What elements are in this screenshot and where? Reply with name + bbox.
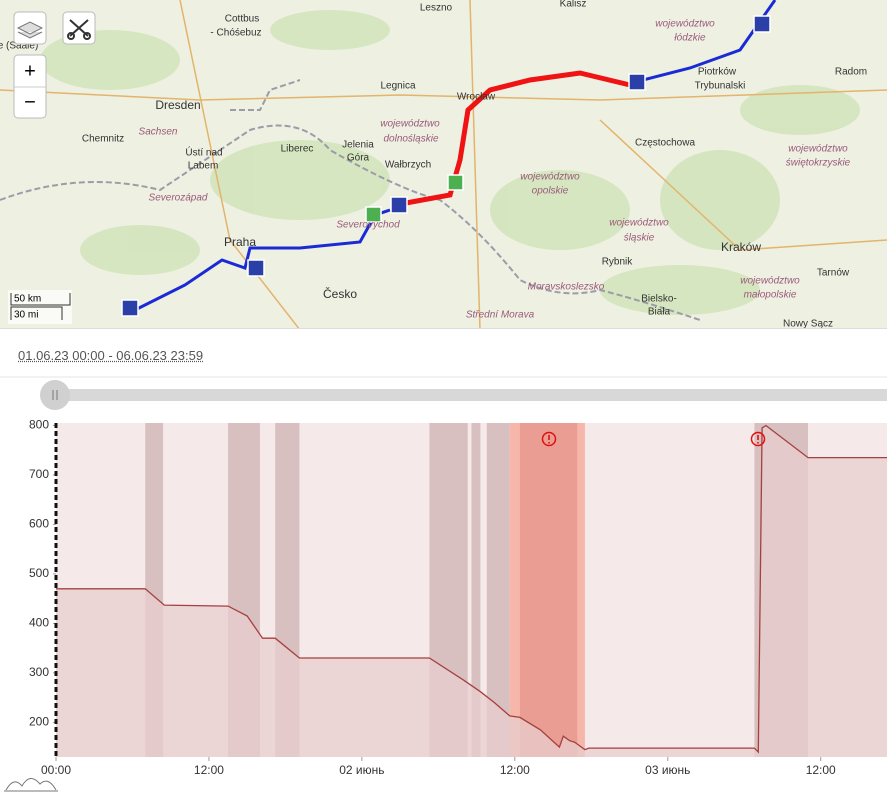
map-label: Severovýchod (336, 220, 400, 231)
y-tick-label: 800 (29, 418, 49, 432)
map-label: Česko (323, 286, 357, 301)
fuel-icons (365, 174, 464, 223)
map-label: Legnica (380, 81, 415, 92)
map-label: województwo (740, 276, 800, 287)
map-label: Severozápad (149, 193, 208, 204)
map-label: Częstochowa (635, 138, 695, 149)
forest (40, 10, 860, 315)
map-label: Kalisz (560, 0, 587, 10)
alert-circle (541, 431, 557, 447)
map-label: opolskie (532, 186, 569, 197)
period-link[interactable]: 01.06.23 00:00 - 06.06.23 23:59 (18, 348, 204, 363)
zoom-in[interactable]: + (24, 60, 36, 82)
x-tick-label: 02 июнь (339, 763, 384, 777)
y-tick-label: 500 (29, 566, 49, 580)
x-tick-label: 12:00 (806, 763, 836, 777)
parking-icons (121, 15, 771, 317)
stop-band (486, 423, 510, 757)
line (56, 424, 887, 754)
slider-track (55, 389, 887, 401)
map-label: województwo (520, 172, 580, 183)
area (56, 425, 887, 757)
map-label: Tarnów (817, 268, 850, 279)
divider (0, 328, 887, 337)
map-label: świętokrzyskie (786, 158, 851, 169)
map-label: Dresden (155, 98, 200, 112)
scale-label: 30 mi (14, 310, 38, 321)
map-label: - Chóśebuz (210, 28, 261, 39)
y-tick-label: 400 (29, 616, 49, 630)
map-label: Ústí nad (185, 146, 222, 159)
route (134, 208, 391, 312)
map-label: Trybunalski (695, 81, 746, 92)
slider-handle[interactable] (40, 380, 70, 410)
map-label: Piotrków (698, 67, 737, 78)
map-label: Moravskoslezsko (528, 282, 605, 293)
x-tick-label: 03 июнь (645, 763, 690, 777)
y-tick-label: 300 (29, 665, 49, 679)
chart-icon (4, 778, 58, 792)
roads (0, 0, 887, 328)
map-label: Jelenia (342, 140, 374, 151)
y-tick-label: 600 (29, 517, 49, 531)
scale-label: 50 km (14, 294, 41, 305)
map-label: Nowy Sącz (783, 319, 833, 328)
map-label: śląskie (624, 233, 655, 244)
map-label: Chemnitz (82, 134, 124, 145)
alert-band (519, 423, 578, 757)
map-label: dolnośląskie (383, 134, 438, 145)
map[interactable]: Leszno Kalisz województwo łódzkie Cottbu… (0, 0, 887, 328)
map-label: województwo (380, 119, 440, 130)
x-tick-label: 00:00 (41, 763, 71, 777)
alert-icon (750, 431, 766, 447)
map-label: Labem (188, 161, 219, 172)
cut-button[interactable] (62, 11, 96, 45)
map-label: województwo (609, 218, 669, 229)
map-label: województwo (655, 19, 715, 30)
map-scale: 50 km 30 mi (8, 290, 72, 324)
map-label: Kraków (721, 240, 761, 254)
stop-band (471, 423, 481, 757)
layers-button[interactable] (13, 11, 47, 45)
map-labels: Leszno Kalisz województwo łódzkie Cottbu… (0, 0, 867, 328)
map-label: Praha (224, 235, 256, 249)
map-label: województwo (788, 144, 848, 155)
map-label: Góra (347, 153, 370, 164)
map-label: Sachsen (139, 127, 178, 138)
map-label: e (Saale) (0, 41, 38, 52)
y-tick-label: 200 (29, 715, 49, 729)
map-label: Biała (648, 307, 671, 318)
map-label: łódzkie (674, 33, 706, 44)
alert-circle (750, 431, 766, 447)
map-label: Cottbus (225, 14, 259, 25)
x-tick-label: 12:00 (500, 763, 530, 777)
map-label: Wałbrzych (385, 160, 431, 171)
zoom-out[interactable]: − (24, 91, 36, 113)
x-tick-label: 12:00 (194, 763, 224, 777)
map-label: Bielsko- (641, 294, 677, 305)
map-label: Střední Morava (466, 310, 535, 321)
borders (0, 79, 701, 321)
map-label: Leszno (420, 3, 453, 14)
map-label: Radom (835, 67, 867, 78)
y-tick-label: 700 (29, 467, 49, 481)
chart: 200 300 400 500 600 700 800 00:00 12:00 02 июнь 12… (0, 376, 887, 792)
stop-band (754, 423, 765, 757)
map-label: Liberec (281, 144, 314, 155)
map-label: małopolskie (744, 290, 797, 301)
map-label: Rybnik (602, 257, 634, 268)
map-label: Wrocław (457, 92, 496, 103)
alert-icon (541, 431, 557, 447)
